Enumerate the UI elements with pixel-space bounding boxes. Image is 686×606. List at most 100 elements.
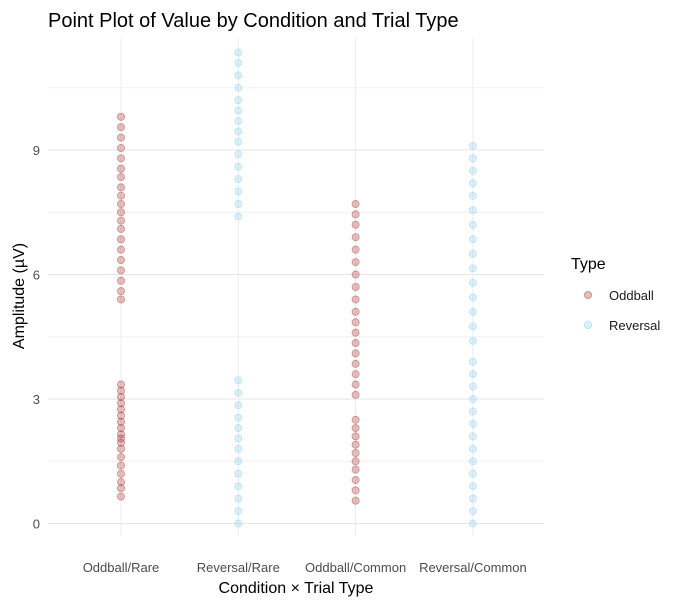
data-point-oddball — [351, 457, 360, 466]
data-point-oddball — [117, 438, 126, 447]
data-point-oddball — [351, 496, 360, 505]
data-point-oddball — [351, 465, 360, 474]
data-point-oddball — [117, 164, 126, 173]
data-point-reversal — [468, 357, 477, 366]
data-point-reversal — [234, 96, 243, 105]
data-point-reversal — [468, 141, 477, 150]
data-point-reversal — [234, 117, 243, 126]
data-point-oddball — [117, 256, 126, 265]
data-point-reversal — [468, 264, 477, 273]
data-point-oddball — [117, 199, 126, 208]
data-point-oddball — [117, 469, 126, 478]
data-point-reversal — [468, 249, 477, 258]
data-point-oddball — [117, 492, 126, 501]
data-point-reversal — [234, 444, 243, 453]
data-point-reversal — [468, 307, 477, 316]
data-point-reversal — [468, 322, 477, 331]
data-point-reversal — [468, 419, 477, 428]
chart-title: Point Plot of Value by Condition and Tri… — [48, 10, 459, 32]
data-point-oddball — [351, 380, 360, 389]
data-point-oddball — [117, 434, 126, 443]
data-point-reversal — [468, 166, 477, 175]
data-point-reversal — [468, 154, 477, 163]
data-point-oddball — [117, 417, 126, 426]
data-point-reversal — [468, 336, 477, 345]
data-point-reversal — [234, 71, 243, 80]
data-point-oddball — [117, 430, 126, 439]
data-point-oddball — [351, 245, 360, 254]
data-point-reversal — [234, 162, 243, 171]
data-point-oddball — [351, 349, 360, 358]
legend-label-reversal: Reversal — [609, 318, 660, 333]
data-point-oddball — [351, 270, 360, 279]
data-point-reversal — [234, 127, 243, 136]
data-point-oddball — [117, 405, 126, 414]
data-point-oddball — [351, 199, 360, 208]
data-point-reversal — [468, 206, 477, 215]
legend-key-oddball — [584, 290, 593, 299]
data-point-oddball — [117, 424, 126, 433]
legend-title: Type — [571, 256, 606, 273]
data-point-reversal — [468, 507, 477, 516]
data-point-oddball — [117, 112, 126, 121]
x-tick-label: Oddball/Rare — [83, 560, 160, 575]
data-point-reversal — [468, 382, 477, 391]
x-tick-label: Reversal/Common — [419, 560, 527, 575]
data-point-reversal — [468, 482, 477, 491]
data-point-reversal — [468, 235, 477, 244]
data-point-oddball — [351, 307, 360, 316]
y-tick-label: 3 — [33, 392, 40, 407]
data-point-reversal — [234, 519, 243, 528]
data-point-oddball — [117, 123, 126, 132]
data-point-reversal — [234, 137, 243, 146]
data-point-reversal — [468, 519, 477, 528]
data-point-oddball — [351, 448, 360, 457]
data-point-reversal — [234, 413, 243, 422]
data-point-reversal — [468, 370, 477, 379]
y-tick-label: 0 — [33, 517, 40, 532]
data-point-oddball — [117, 380, 126, 389]
legend-key-reversal — [584, 320, 593, 329]
y-tick-label: 6 — [33, 268, 40, 283]
data-point-reversal — [234, 212, 243, 221]
data-point-reversal — [468, 293, 477, 302]
data-point-oddball — [351, 282, 360, 291]
x-tick-label: Reversal/Rare — [197, 560, 280, 575]
data-point-reversal — [234, 469, 243, 478]
data-point-oddball — [351, 424, 360, 433]
data-point-reversal — [234, 507, 243, 516]
data-point-reversal — [234, 482, 243, 491]
legend-label-oddball: Oddball — [609, 288, 654, 303]
data-point-oddball — [117, 399, 126, 408]
data-point-oddball — [351, 486, 360, 495]
data-point-reversal — [468, 457, 477, 466]
data-point-oddball — [117, 208, 126, 217]
grid — [48, 38, 544, 536]
plot-area — [48, 38, 544, 536]
legend-items: Oddball Reversal — [584, 288, 660, 333]
data-point-oddball — [117, 386, 126, 395]
data-point-oddball — [351, 370, 360, 379]
data-point-oddball — [351, 210, 360, 219]
data-point-oddball — [351, 328, 360, 337]
y-tick-label: 9 — [33, 143, 40, 158]
data-point-reversal — [468, 469, 477, 478]
data-point-reversal — [234, 494, 243, 503]
data-point-reversal — [234, 83, 243, 92]
x-tick-label: Oddball/Common — [305, 560, 406, 575]
data-point-reversal — [468, 220, 477, 229]
data-point-oddball — [351, 390, 360, 399]
data-point-oddball — [117, 444, 126, 453]
data-point-oddball — [117, 453, 126, 462]
data-point-oddball — [117, 143, 126, 152]
data-point-reversal — [234, 434, 243, 443]
data-point-oddball — [351, 339, 360, 348]
data-point-reversal — [234, 48, 243, 57]
data-point-reversal — [468, 407, 477, 416]
x-axis-ticks: Oddball/Rare Reversal/Rare Oddball/Common R… — [83, 560, 527, 575]
y-axis-title: Amplitude (µV) — [11, 243, 28, 349]
data-point-reversal — [468, 432, 477, 441]
data-point-reversal — [234, 175, 243, 184]
data-point-oddball — [351, 440, 360, 449]
